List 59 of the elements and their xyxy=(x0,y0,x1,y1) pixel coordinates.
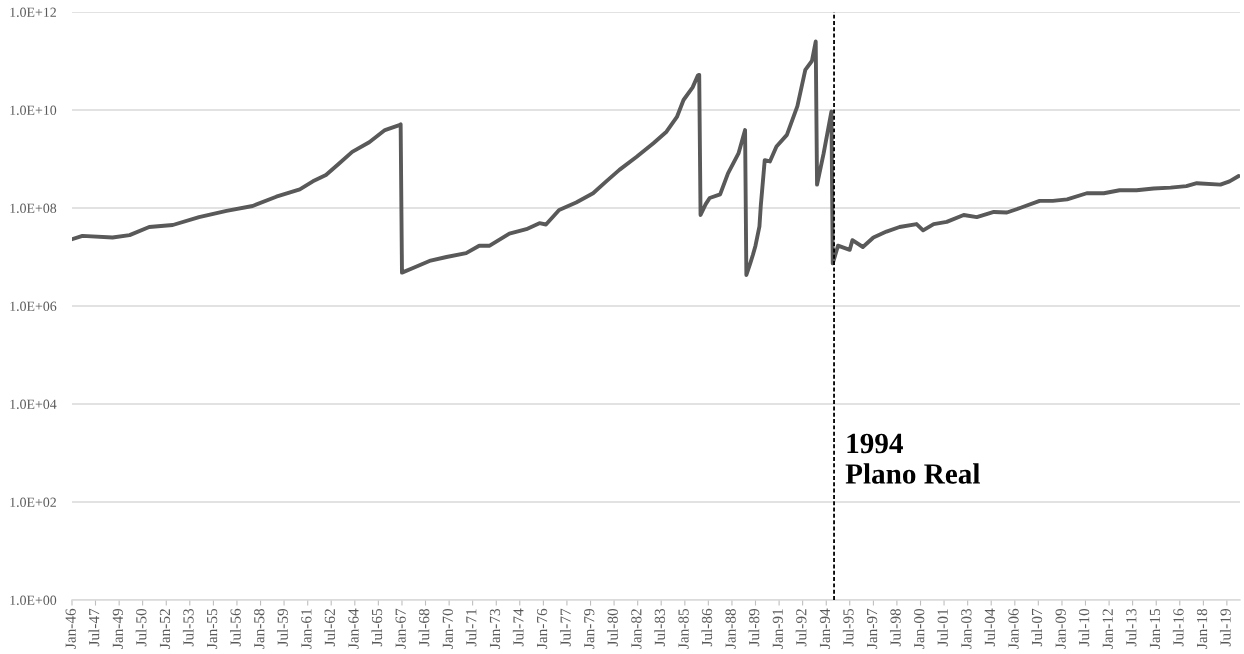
x-tick-label: Jul-65 xyxy=(371,608,383,647)
x-tick-label: Jul-98 xyxy=(889,608,901,647)
x-tick-label: Jan-03 xyxy=(961,608,972,649)
x-tick-label: Jan-88 xyxy=(725,608,736,649)
x-tick-label: Jul-56 xyxy=(230,608,241,647)
x-tick-label: Jul-83 xyxy=(654,608,666,647)
x-tick-label: Jul-95 xyxy=(842,608,854,647)
x-tick-label: Jul-77 xyxy=(560,608,571,647)
x-tick-label: Jan-70 xyxy=(442,608,453,649)
x-tick-label: Jul-62 xyxy=(324,609,336,647)
x-tick-label: Jul-68 xyxy=(418,608,430,647)
x-tick-label: Jul-74 xyxy=(512,608,524,647)
x-tick-label: Jan-97 xyxy=(866,608,878,649)
y-tick-label: 1.0E+04 xyxy=(10,399,57,410)
x-tick-label: Jan-55 xyxy=(207,608,218,649)
x-tick-label: Jul-53 xyxy=(182,608,194,647)
y-tick-label: 1.0E+12 xyxy=(10,7,56,18)
x-tick-label: Jan-15 xyxy=(1149,608,1161,649)
x-tick-label: Jan-61 xyxy=(301,609,312,649)
y-tick-label: 1.0E+10 xyxy=(10,105,57,116)
y-tick-label: 1.0E+06 xyxy=(10,301,57,312)
x-tick-label: Jan-46 xyxy=(65,608,76,649)
x-tick-label: Jan-82 xyxy=(631,609,642,649)
ref-line-label: 1994 Plano Real xyxy=(845,433,980,484)
x-tick-label: Jan-06 xyxy=(1008,608,1019,649)
x-tick-label: Jul-86 xyxy=(701,608,713,647)
x-tick-label: Jan-12 xyxy=(1102,609,1113,649)
x-tick-label: Jan-79 xyxy=(584,608,595,649)
x-tick-label: Jan-52 xyxy=(159,609,171,649)
x-tick-label: Jul-59 xyxy=(277,608,288,647)
x-tick-label: Jul-16 xyxy=(1172,608,1184,647)
x-tick-label: Jan-85 xyxy=(678,608,689,649)
x-tick-label: Jul-80 xyxy=(607,608,618,647)
x-tick-label: Jan-73 xyxy=(489,608,501,649)
y-tick-label: 1.0E+00 xyxy=(10,595,57,606)
x-tick-label: Jan-00 xyxy=(914,608,925,649)
y-tick-label: 1.0E+02 xyxy=(10,497,56,508)
x-tick-label: Jul-71 xyxy=(465,609,477,647)
x-tick-label: Jan-58 xyxy=(254,608,265,649)
x-tick-label: Jul-89 xyxy=(748,608,760,647)
x-tick-label: Jan-18 xyxy=(1196,608,1208,649)
x-tick-label: Jan-91 xyxy=(772,609,783,649)
x-tick-label: Jan-67 xyxy=(395,608,406,649)
x-tick-label: Jul-04 xyxy=(984,608,996,647)
x-tick-label: Jul-07 xyxy=(1031,608,1043,647)
x-tick-label: Jan-94 xyxy=(819,608,831,649)
x-tick-label: Jul-47 xyxy=(88,608,100,647)
x-tick-label: Jan-76 xyxy=(536,608,548,649)
x-tick-label: Jul-50 xyxy=(135,608,147,647)
line-series xyxy=(72,39,1240,277)
x-tick-label: Jul-19 xyxy=(1219,608,1231,647)
y-tick-label: 1.0E+08 xyxy=(10,203,57,214)
x-tick-label: Jul-92 xyxy=(795,609,807,647)
x-tick-label: Jan-64 xyxy=(348,608,359,649)
x-tick-label: Jan-09 xyxy=(1055,608,1066,649)
x-tick-label: Jul-13 xyxy=(1125,608,1137,647)
x-tick-label: Jul-10 xyxy=(1078,608,1090,647)
x-tick-label: Jul-01 xyxy=(937,609,948,647)
x-tick-label: Jan-49 xyxy=(112,608,123,649)
